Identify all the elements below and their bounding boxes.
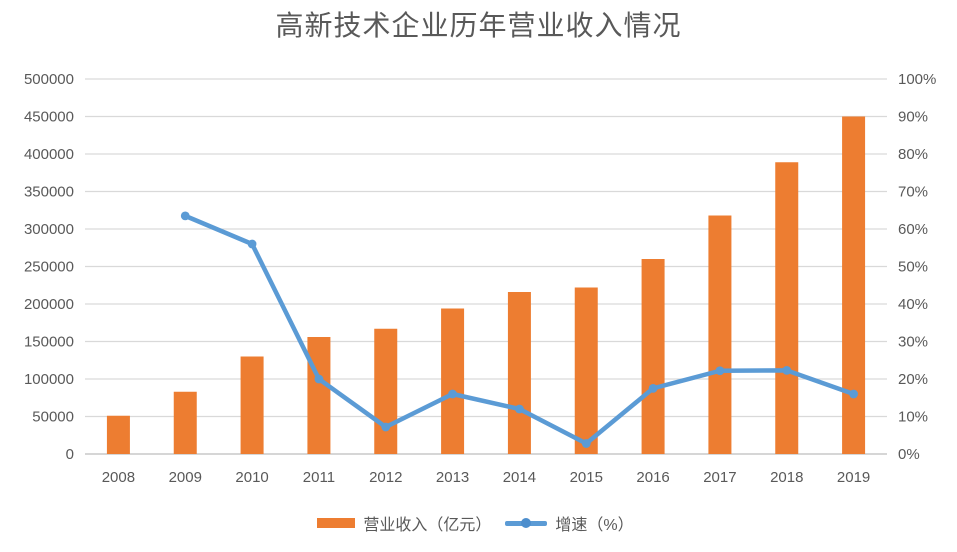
x-axis-label-2009: 2009 [169, 469, 202, 486]
growth-line-marker [247, 239, 257, 249]
right-axis-tick-label: 40% [898, 296, 928, 313]
growth-line-marker [849, 389, 858, 399]
growth-line-marker [381, 422, 391, 432]
bar-2017 [708, 215, 732, 454]
x-axis-label-2015: 2015 [570, 469, 603, 486]
right-axis-tick-label: 50% [898, 259, 928, 276]
x-axis-label-2008: 2008 [102, 469, 135, 486]
legend-line-marker-icon [521, 518, 532, 528]
bar-2013 [441, 308, 465, 454]
bar-2014 [507, 292, 531, 454]
right-axis-tick-label: 60% [898, 221, 928, 238]
right-axis-tick-label: 90% [898, 109, 928, 126]
right-axis-tick-label: 0% [898, 446, 920, 463]
legend-line-swatch-icon [505, 518, 548, 528]
left-axis-tick-label: 250000 [24, 259, 74, 276]
x-axis-label-2017: 2017 [703, 469, 736, 486]
growth-line-marker [782, 365, 792, 375]
growth-line-marker [448, 389, 457, 399]
right-axis-tick-label: 100% [898, 71, 936, 88]
left-axis-tick-label: 150000 [24, 334, 74, 351]
bar-2011 [307, 337, 331, 454]
right-axis-tick-label: 20% [898, 371, 928, 388]
x-axis-label-2019: 2019 [837, 469, 870, 486]
right-axis-tick-label: 10% [898, 409, 928, 426]
x-axis-label-2011: 2011 [303, 469, 335, 486]
growth-line-marker [648, 383, 658, 393]
bar-2015 [574, 287, 598, 454]
right-axis-tick-label: 70% [898, 184, 928, 201]
bar-2008 [106, 415, 130, 454]
bar-2010 [240, 356, 264, 454]
chart-title: 高新技术企业历年营业收入情况 [275, 11, 682, 42]
x-axis-label-2013: 2013 [436, 469, 469, 486]
x-axis-label-2014: 2014 [503, 469, 536, 486]
bar-2016 [641, 259, 665, 454]
legend-bar-swatch-icon [317, 518, 356, 528]
left-axis-tick-label: 350000 [24, 184, 74, 201]
bar-2018 [775, 162, 799, 454]
growth-line-marker [515, 404, 524, 414]
left-axis-tick-label: 400000 [24, 146, 74, 163]
growth-line-marker [314, 374, 324, 384]
growth-line-marker [180, 211, 190, 221]
left-axis-tick-label: 500000 [24, 71, 74, 88]
bar-2012 [374, 328, 398, 454]
right-axis-tick-label: 80% [898, 146, 928, 163]
left-axis-tick-label: 50000 [32, 409, 74, 426]
growth-line-marker [715, 366, 725, 376]
growth-line-marker [581, 439, 591, 448]
legend-line-label: 增速（%） [555, 517, 634, 534]
left-axis-tick-label: 300000 [24, 221, 74, 238]
legend: 营业收入（亿元） 增速（%） [0, 509, 957, 537]
x-axis-label-2010: 2010 [235, 469, 268, 486]
left-axis-tick-label: 100000 [24, 371, 74, 388]
x-axis-label-2016: 2016 [636, 469, 669, 486]
right-axis-tick-label: 30% [898, 334, 928, 351]
bar-2019 [842, 116, 866, 454]
bar-2009 [173, 391, 197, 454]
x-axis-label-2018: 2018 [770, 469, 803, 486]
legend-bar-label: 营业收入（亿元） [363, 517, 492, 534]
left-axis-tick-label: 200000 [24, 296, 74, 313]
left-axis-tick-label: 0 [66, 446, 74, 463]
left-axis-tick-label: 450000 [24, 109, 74, 126]
x-axis-label-2012: 2012 [369, 469, 402, 486]
